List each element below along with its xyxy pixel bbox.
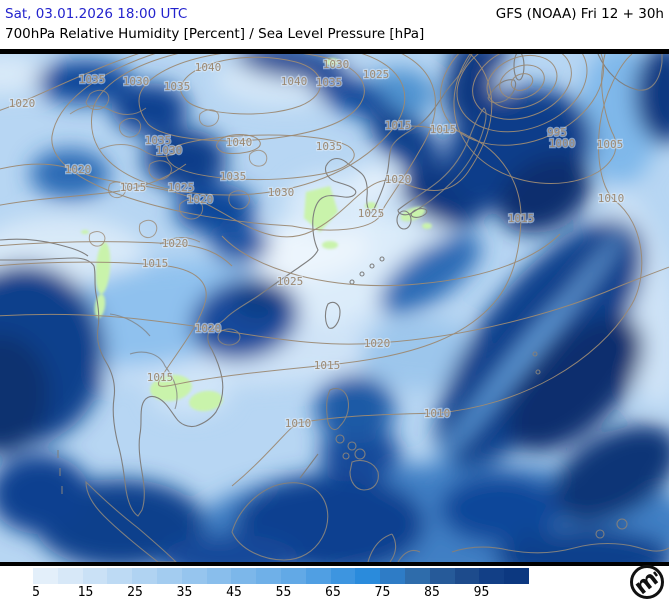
pressure-label: 1030 xyxy=(123,75,150,88)
colorbar-segment xyxy=(57,568,83,584)
colorbar-tick-label: 95 xyxy=(473,585,490,600)
pressure-label: 1020 xyxy=(187,193,214,206)
pressure-label: 1015 xyxy=(120,181,147,194)
pressure-label: 1030 xyxy=(156,144,183,157)
colorbar-tick-label: 75 xyxy=(374,585,391,600)
pressure-label: 1020 xyxy=(162,237,189,250)
pressure-label: 1040 xyxy=(281,75,308,88)
logo-tick-icon xyxy=(653,571,658,577)
colorbar-segment xyxy=(330,568,356,584)
colorbar-segment xyxy=(454,568,480,584)
pressure-label: 1025 xyxy=(358,207,385,220)
pressure-label: 1025 xyxy=(363,68,390,81)
plateau-contour-noise xyxy=(69,89,268,247)
pressure-label: 1035 xyxy=(164,80,191,93)
pressure-label: 1035 xyxy=(79,73,106,86)
humidity-colorbar xyxy=(33,568,529,584)
pressure-label: 1015 xyxy=(142,257,169,270)
pressure-label: 1035 xyxy=(220,170,247,183)
colorbar-segment xyxy=(82,568,108,584)
pressure-label: 1015 xyxy=(314,359,341,372)
pressure-label: 1035 xyxy=(145,134,172,147)
pressure-label: 1040 xyxy=(195,61,222,74)
pressure-label: 1010 xyxy=(424,407,451,420)
colorbar-segment xyxy=(355,568,381,584)
colorbar-tick-label: 15 xyxy=(77,585,94,600)
colorbar-tick-label: 85 xyxy=(424,585,440,600)
header: Sat, 03.01.2026 18:00 UTC GFS (NOAA) Fri… xyxy=(0,0,669,49)
pressure-contours xyxy=(0,54,669,487)
colorbar-segment xyxy=(132,568,157,584)
pressure-label: 1015 xyxy=(147,371,174,384)
pressure-label: 1020 xyxy=(195,322,222,335)
colorbar-segment xyxy=(504,568,529,584)
pressure-label: 1020 xyxy=(364,337,391,350)
pressure-label: 1035 xyxy=(316,76,343,89)
colorbar-tick-label: 5 xyxy=(32,585,40,600)
pressure-label: 1030 xyxy=(268,186,295,199)
pressure-label: 1020 xyxy=(65,163,92,176)
colorbar-segment xyxy=(231,568,257,584)
colorbar-segment xyxy=(181,568,207,584)
colorbar-segment xyxy=(33,568,58,584)
pressure-label: 1030 xyxy=(323,58,350,71)
colorbar-segment xyxy=(305,568,331,584)
map-title: 700hPa Relative Humidity [Percent] / Sea… xyxy=(5,26,425,42)
colorbar-segment xyxy=(429,568,455,584)
pressure-label: 1020 xyxy=(9,97,36,110)
meteociel-logo: m xyxy=(627,562,667,600)
colorbar-tick-label: 65 xyxy=(325,585,341,600)
pressure-label: 1015 xyxy=(508,212,535,225)
colorbar-tick-label: 45 xyxy=(226,585,242,600)
colorbar-segment xyxy=(206,568,232,584)
coastlines xyxy=(0,54,669,562)
pressure-label: 1025 xyxy=(168,181,195,194)
colorbar-segment xyxy=(404,568,430,584)
pressure-label: 1000 xyxy=(549,137,576,150)
pressure-label: 1025 xyxy=(277,275,304,288)
colorbar-tick-label: 35 xyxy=(176,585,193,600)
pressure-label: 1010 xyxy=(598,192,625,205)
weather-map: 1020 1035 1030 1040 1035 1040 1035 1030 1025 1035… xyxy=(0,49,669,566)
colorbar-segment xyxy=(107,568,133,584)
colorbar-tick-label: 25 xyxy=(127,585,143,600)
footer: 5 15 25 35 45 55 65 75 85 95 m xyxy=(0,565,669,600)
model-run-info: GFS (NOAA) Fri 12 + 30h xyxy=(495,6,664,22)
pressure-label: 1010 xyxy=(285,417,312,430)
colorbar-segment xyxy=(280,568,306,584)
pressure-label: 1035 xyxy=(316,140,343,153)
pressure-label: 1015 xyxy=(385,119,412,132)
colorbar-tick-label: 55 xyxy=(275,585,292,600)
colorbar-segment xyxy=(256,568,281,584)
pressure-label: 1040 xyxy=(226,136,253,149)
colorbar-segment xyxy=(156,568,182,584)
pressure-label: 1005 xyxy=(597,138,624,151)
valid-datetime: Sat, 03.01.2026 18:00 UTC xyxy=(5,6,188,22)
colorbar-segment xyxy=(479,568,505,584)
colorbar-segment xyxy=(380,568,405,584)
pressure-label: 1015 xyxy=(430,123,457,136)
pressure-label: 995 xyxy=(547,126,567,139)
pressure-label: 1020 xyxy=(385,173,412,186)
